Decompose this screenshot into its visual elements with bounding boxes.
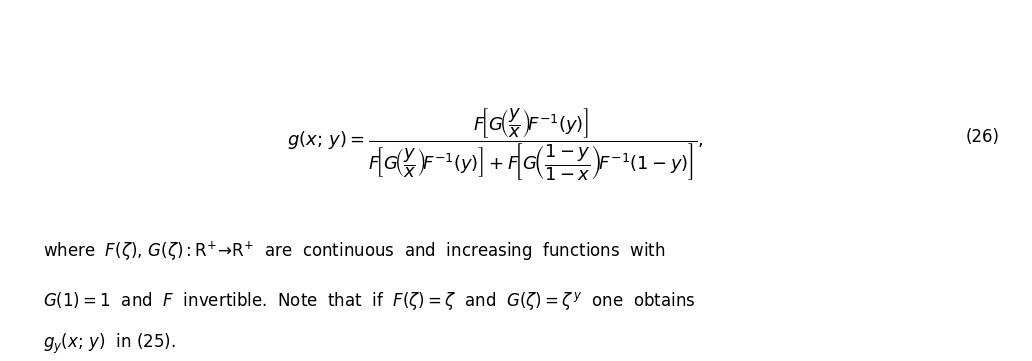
Text: $g(x;\, y) = \dfrac{F\!\left[G\!\left(\dfrac{y}{x}\right)\!F^{-1}(y)\right]}{F\!: $g(x;\, y) = \dfrac{F\!\left[G\!\left(\d…	[287, 106, 704, 183]
Text: where  $F(\zeta),\, G(\zeta): \mathrm{R}^{+} \!\rightarrow\! \mathrm{R}^{+}$  ar: where $F(\zeta),\, G(\zeta): \mathrm{R}^…	[42, 240, 665, 263]
Text: $G(1) = 1$  and  $F$  invertible.  Note  that  if  $F(\zeta) = \zeta$  and  $G(\: $G(1) = 1$ and $F$ invertible. Note that…	[42, 291, 696, 313]
Text: (26): (26)	[966, 128, 1000, 146]
Text: $g_y(x;\, y)$  in (25).: $g_y(x;\, y)$ in (25).	[42, 332, 175, 356]
